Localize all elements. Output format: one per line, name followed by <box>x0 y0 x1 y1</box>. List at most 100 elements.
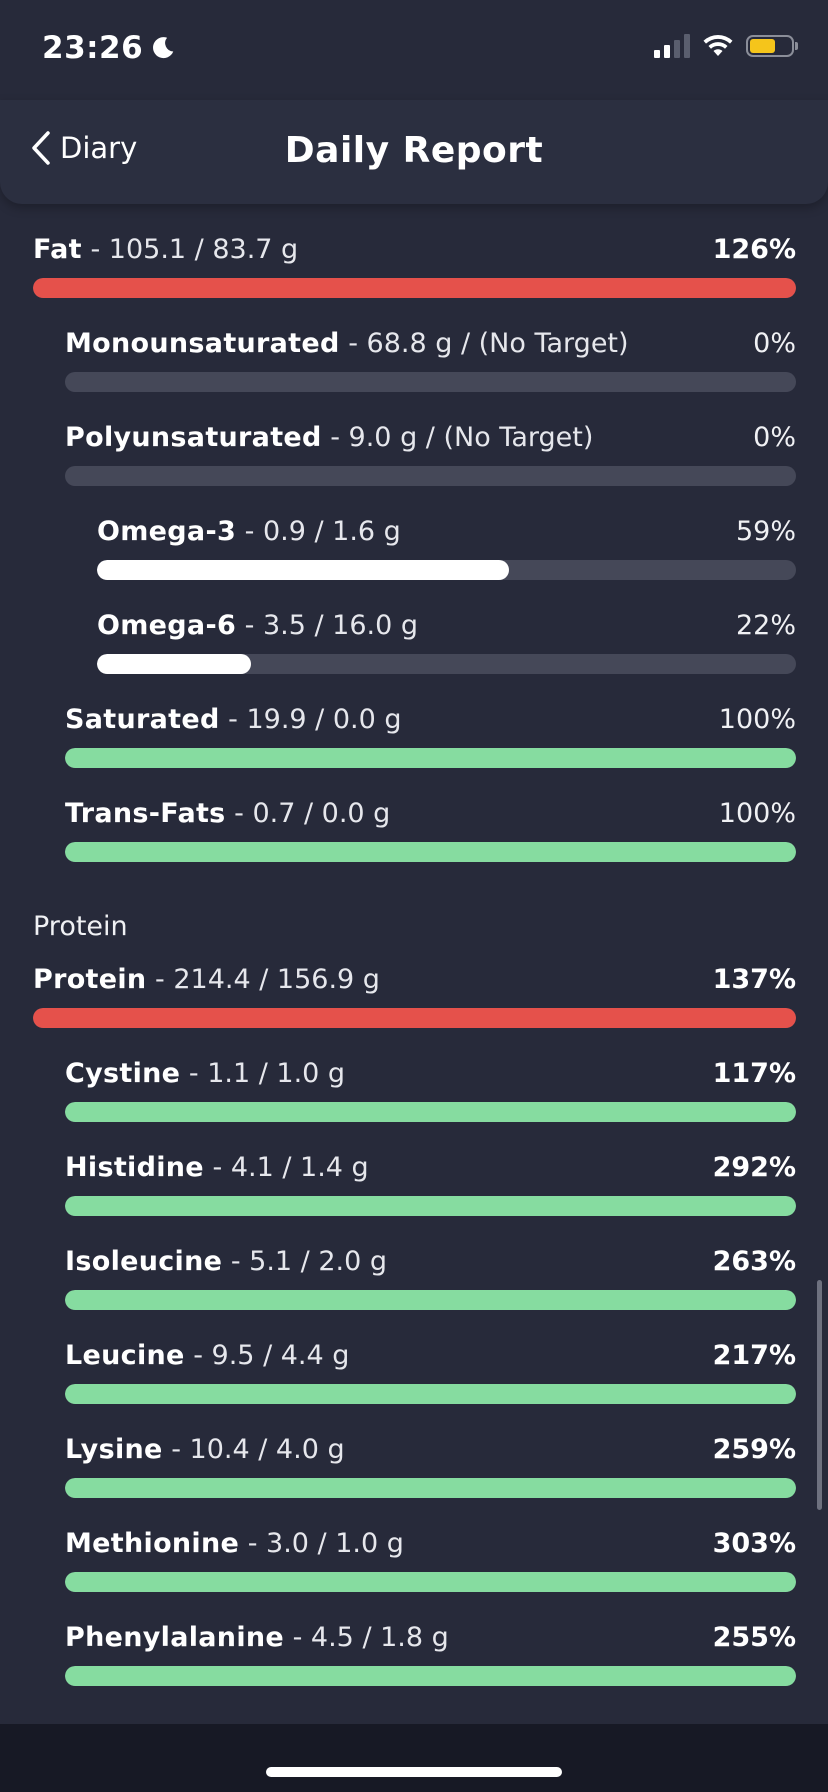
nutrient-percent: 117% <box>712 1058 796 1089</box>
nutrient-amount: - 9.5 / 4.4 g <box>184 1340 350 1371</box>
scrollbar[interactable] <box>817 1280 822 1510</box>
nutrient-percent: 22% <box>735 610 796 641</box>
nutrient-row-header: Lysine - 10.4 / 4.0 g 259% <box>65 1434 796 1472</box>
nutrient-name: Polyunsaturated <box>65 422 322 453</box>
nutrient-row-header: Monounsaturated - 68.8 g / (No Target) 0% <box>65 328 796 366</box>
battery-icon <box>746 35 798 57</box>
nutrient-amount: - 68.8 g / (No Target) <box>339 328 629 359</box>
nutrient-name: Phenylalanine <box>65 1622 285 1653</box>
progress-bar <box>97 654 251 674</box>
nutrient-label: Protein - 214.4 / 156.9 g <box>33 964 380 995</box>
progress-track <box>33 1008 796 1028</box>
nutrient-row-polyunsaturated[interactable]: Polyunsaturated - 9.0 g / (No Target) 0% <box>65 422 796 486</box>
progress-bar <box>65 1384 796 1404</box>
section-title-protein: Protein <box>33 911 128 942</box>
nutrient-name: Leucine <box>65 1340 185 1371</box>
nutrient-label: Phenylalanine - 4.5 / 1.8 g <box>65 1622 449 1653</box>
nutrient-percent: 217% <box>712 1340 796 1371</box>
back-button[interactable]: Diary <box>30 130 137 166</box>
nutrient-name: Lysine <box>65 1434 163 1465</box>
nutrient-row-lysine[interactable]: Lysine - 10.4 / 4.0 g 259% <box>65 1434 796 1498</box>
nutrient-row-omega-6[interactable]: Omega-6 - 3.5 / 16.0 g 22% <box>97 610 796 674</box>
nutrient-label: Histidine - 4.1 / 1.4 g <box>65 1152 369 1183</box>
nutrient-label: Polyunsaturated - 9.0 g / (No Target) <box>65 422 593 453</box>
report-content: Fat - 105.1 / 83.7 g 126% Monounsaturated … <box>0 204 828 1724</box>
nutrient-row-protein[interactable]: Protein - 214.4 / 156.9 g 137% <box>33 964 796 1028</box>
nutrient-amount: - 0.7 / 0.0 g <box>225 798 391 829</box>
nutrient-amount: - 9.0 g / (No Target) <box>321 422 594 453</box>
nutrient-name: Saturated <box>65 704 220 735</box>
nutrient-amount: - 214.4 / 156.9 g <box>146 964 380 995</box>
nutrient-amount: - 3.5 / 16.0 g <box>236 610 418 641</box>
status-indicators <box>654 34 798 58</box>
nutrient-label: Fat - 105.1 / 83.7 g <box>33 234 298 265</box>
nutrient-label: Trans-Fats - 0.7 / 0.0 g <box>65 798 390 829</box>
nutrient-name: Fat <box>33 234 82 265</box>
nutrient-amount: - 105.1 / 83.7 g <box>81 234 299 265</box>
status-bar: 23:26 <box>0 0 828 100</box>
nutrient-label: Omega-3 - 0.9 / 1.6 g <box>97 516 401 547</box>
nutrient-row-header: Omega-6 - 3.5 / 16.0 g 22% <box>97 610 796 648</box>
home-indicator[interactable] <box>266 1767 562 1777</box>
progress-track <box>65 1290 796 1310</box>
progress-track <box>65 1196 796 1216</box>
nutrient-row-isoleucine[interactable]: Isoleucine - 5.1 / 2.0 g 263% <box>65 1246 796 1310</box>
nutrient-amount: - 5.1 / 2.0 g <box>222 1246 388 1277</box>
nutrient-row-saturated[interactable]: Saturated - 19.9 / 0.0 g 100% <box>65 704 796 768</box>
nutrient-percent: 263% <box>712 1246 796 1277</box>
nutrient-row-methionine[interactable]: Methionine - 3.0 / 1.0 g 303% <box>65 1528 796 1592</box>
wifi-icon <box>703 34 733 56</box>
nutrient-name: Trans-Fats <box>65 798 226 829</box>
nutrient-label: Saturated - 19.9 / 0.0 g <box>65 704 402 735</box>
nutrient-label: Methionine - 3.0 / 1.0 g <box>65 1528 404 1559</box>
nutrient-row-monounsaturated[interactable]: Monounsaturated - 68.8 g / (No Target) 0% <box>65 328 796 392</box>
nutrient-name: Protein <box>33 964 147 995</box>
nutrient-row-phenylalanine[interactable]: Phenylalanine - 4.5 / 1.8 g 255% <box>65 1622 796 1686</box>
progress-track <box>65 842 796 862</box>
progress-bar <box>65 1572 796 1592</box>
progress-bar <box>65 1478 796 1498</box>
progress-bar <box>65 1666 796 1686</box>
nutrient-row-header: Polyunsaturated - 9.0 g / (No Target) 0% <box>65 422 796 460</box>
nutrient-row-histidine[interactable]: Histidine - 4.1 / 1.4 g 292% <box>65 1152 796 1216</box>
nutrient-label: Lysine - 10.4 / 4.0 g <box>65 1434 345 1465</box>
nutrient-percent: 137% <box>712 964 796 995</box>
clock-text: 23:26 <box>42 30 144 66</box>
navigation-bar: Diary Daily Report <box>0 100 828 204</box>
nutrient-row-header: Saturated - 19.9 / 0.0 g 100% <box>65 704 796 742</box>
nutrient-row-cystine[interactable]: Cystine - 1.1 / 1.0 g 117% <box>65 1058 796 1122</box>
nutrient-percent: 59% <box>735 516 796 547</box>
nutrient-row-fat[interactable]: Fat - 105.1 / 83.7 g 126% <box>33 234 796 298</box>
moon-icon <box>153 37 174 59</box>
nutrient-percent: 100% <box>718 704 796 735</box>
progress-bar <box>65 1196 796 1216</box>
progress-track <box>33 278 796 298</box>
nutrient-name: Cystine <box>65 1058 181 1089</box>
nutrient-row-trans-fats[interactable]: Trans-Fats - 0.7 / 0.0 g 100% <box>65 798 796 862</box>
progress-track <box>65 1478 796 1498</box>
progress-track <box>65 466 796 486</box>
cellular-signal-icon <box>654 34 690 58</box>
nutrient-name: Omega-6 <box>97 610 237 641</box>
progress-track <box>65 1384 796 1404</box>
nutrient-row-leucine[interactable]: Leucine - 9.5 / 4.4 g 217% <box>65 1340 796 1404</box>
nutrient-label: Isoleucine - 5.1 / 2.0 g <box>65 1246 387 1277</box>
nutrient-row-omega-3[interactable]: Omega-3 - 0.9 / 1.6 g 59% <box>97 516 796 580</box>
nutrient-percent: 100% <box>718 798 796 829</box>
progress-track <box>65 372 796 392</box>
nutrient-label: Omega-6 - 3.5 / 16.0 g <box>97 610 418 641</box>
nutrient-row-header: Methionine - 3.0 / 1.0 g 303% <box>65 1528 796 1566</box>
nutrient-name: Omega-3 <box>97 516 237 547</box>
nutrient-row-header: Fat - 105.1 / 83.7 g 126% <box>33 234 796 272</box>
nutrient-row-header: Phenylalanine - 4.5 / 1.8 g 255% <box>65 1622 796 1660</box>
nutrient-amount: - 1.1 / 1.0 g <box>180 1058 346 1089</box>
nutrient-amount: - 4.1 / 1.4 g <box>203 1152 369 1183</box>
progress-bar <box>33 1008 796 1028</box>
progress-bar <box>97 560 510 580</box>
home-indicator-area <box>0 1724 828 1792</box>
nutrient-row-header: Omega-3 - 0.9 / 1.6 g 59% <box>97 516 796 554</box>
nutrient-name: Histidine <box>65 1152 204 1183</box>
nutrient-name: Methionine <box>65 1528 240 1559</box>
progress-bar <box>33 278 796 298</box>
nutrient-row-header: Histidine - 4.1 / 1.4 g 292% <box>65 1152 796 1190</box>
